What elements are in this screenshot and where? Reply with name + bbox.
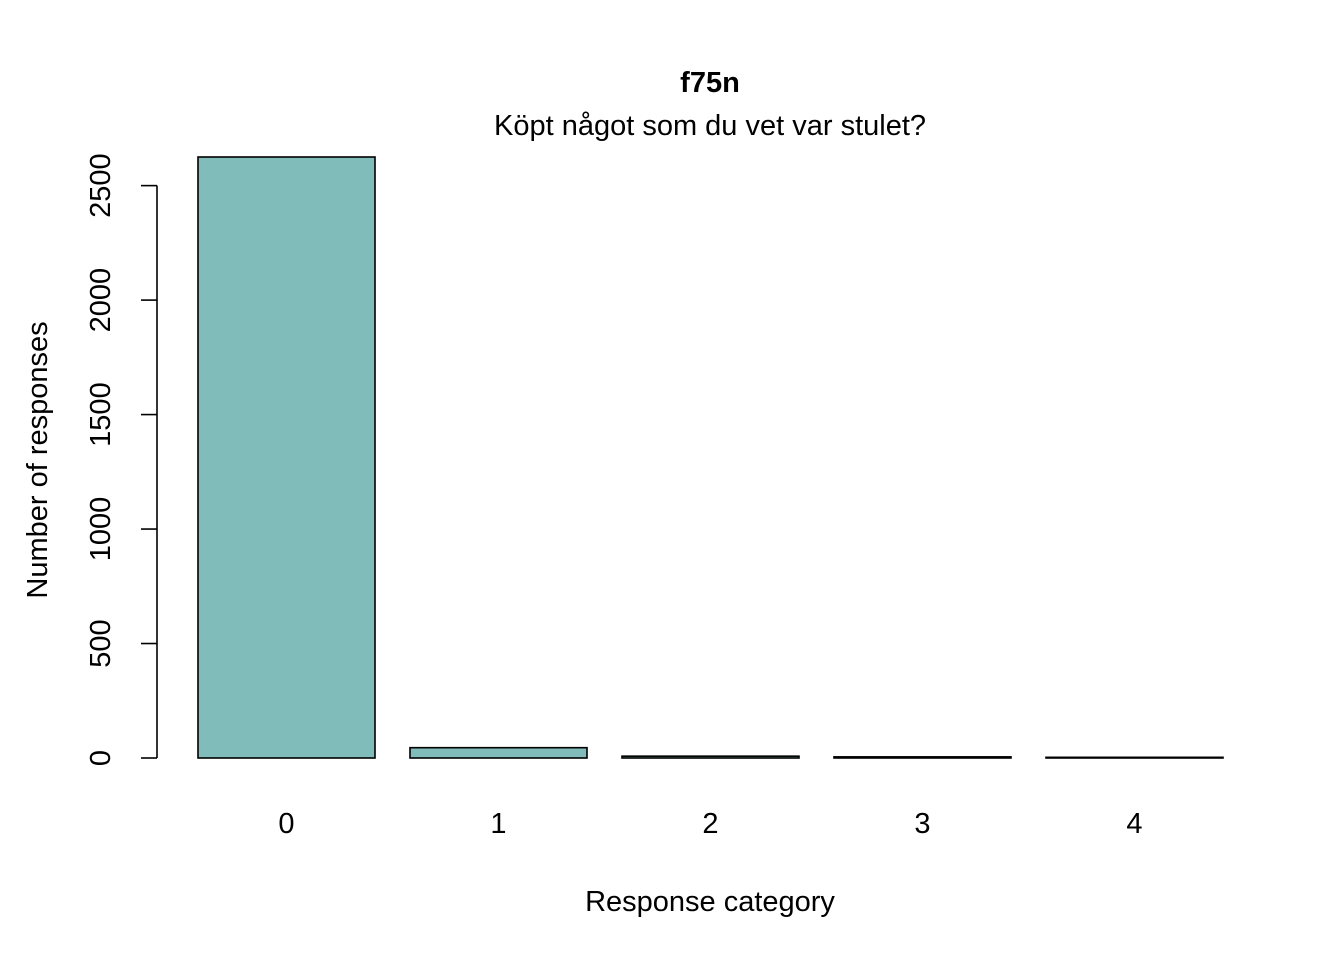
chart-title: f75n (680, 67, 740, 99)
y-tick-label-500: 500 (85, 619, 117, 667)
y-tick-label-2500: 2500 (85, 153, 117, 218)
bar-2 (621, 755, 800, 759)
bars-group (197, 156, 1224, 759)
bar-4 (1045, 756, 1224, 759)
bar-0 (197, 156, 376, 759)
x-tick-label-3: 3 (914, 808, 930, 840)
x-axis-tick-labels: 0 1 2 3 4 (278, 808, 1142, 840)
x-tick-label-2: 2 (702, 808, 718, 840)
bar-1 (409, 746, 588, 759)
y-axis: 0 500 1000 1500 2000 2500 (85, 153, 158, 766)
y-tick-label-1000: 1000 (85, 497, 117, 562)
x-axis-label: Response category (585, 886, 835, 918)
x-tick-label-4: 4 (1126, 808, 1142, 840)
y-tick-label-0: 0 (85, 750, 117, 766)
chart-subtitle: Köpt något som du vet var stulet? (494, 110, 926, 142)
y-tick-label-2000: 2000 (85, 268, 117, 333)
bar-3 (833, 756, 1012, 759)
x-tick-label-0: 0 (278, 808, 294, 840)
x-tick-label-1: 1 (490, 808, 506, 840)
y-axis-label: Number of responses (22, 321, 54, 598)
y-tick-label-1500: 1500 (85, 382, 117, 447)
